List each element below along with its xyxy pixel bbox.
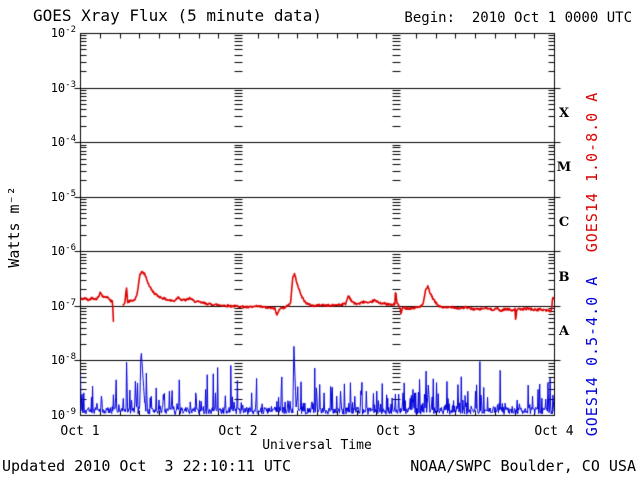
legend-goes14-short-channel: GOES14 0.5-4.0 A	[583, 275, 601, 437]
flare-class-label-b: B	[558, 269, 570, 285]
y-tick-label: 10-7	[50, 297, 76, 313]
y-tick-label: 10-8	[50, 352, 76, 368]
y-axis-label: Watts m⁻²	[5, 186, 23, 268]
source-attribution: NOAA/SWPC Boulder, CO USA	[410, 457, 636, 475]
flare-class-label-c: C	[558, 215, 570, 230]
flare-class-label-a: A	[558, 324, 570, 340]
y-tick-label: 10-5	[50, 188, 76, 204]
x-tick-label: Oct 3	[376, 424, 416, 439]
y-tick-label: 10-4	[50, 134, 76, 150]
updated-timestamp: Updated 2010 Oct 3 22:10:11 UTC	[2, 457, 291, 475]
flare-class-label-m: M	[556, 160, 572, 176]
legend-goes14-long-channel: GOES14 1.0-8.0 A	[583, 91, 601, 253]
begin-timestamp: Begin: 2010 Oct 1 0000 UTC	[404, 10, 632, 26]
y-tick-label: 10-9	[50, 407, 76, 422]
x-tick-label: Oct 2	[218, 424, 258, 439]
y-tick-label: 10-6	[50, 243, 76, 259]
x-tick-label: Oct 4	[534, 424, 574, 439]
x-axis-label: Universal Time	[262, 438, 372, 453]
chart-title: GOES Xray Flux (5 minute data)	[33, 6, 322, 25]
y-tick-label: 10-3	[50, 79, 76, 95]
x-tick-label: Oct 1	[60, 424, 100, 439]
y-tick-label: 10-2	[50, 25, 76, 40]
flare-class-label-x: X	[558, 105, 570, 121]
